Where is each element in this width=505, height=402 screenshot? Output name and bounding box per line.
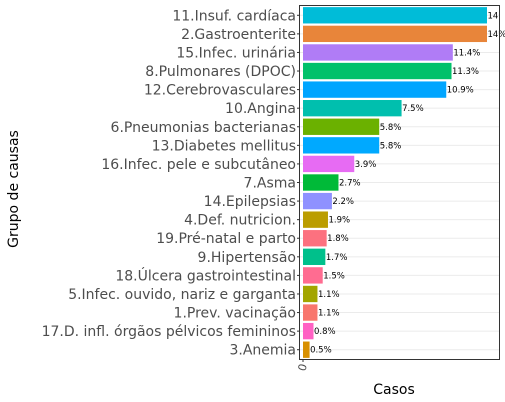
data-label: 10.9%	[447, 86, 474, 96]
category-label: 12.Cerebrovasculares	[144, 83, 296, 99]
y-axis-title: Grupo de causas	[6, 130, 22, 248]
bars	[303, 7, 487, 358]
data-label: 7.5%	[402, 104, 424, 114]
bar	[303, 44, 453, 61]
data-label: 1.9%	[328, 216, 350, 226]
bar	[303, 230, 327, 247]
x-axis-ticks: 0	[296, 14, 310, 373]
data-label: 14	[488, 11, 499, 21]
category-label: 7.Asma	[244, 176, 296, 192]
data-labels: 1414%11.4%11.3%10.9%7.5%5.8%5.8%3.9%2.7%…	[310, 11, 505, 355]
bar	[303, 174, 339, 191]
bar	[303, 267, 323, 284]
data-label: 1.5%	[323, 271, 345, 281]
bar	[303, 285, 318, 303]
category-label: 3.Anemia	[229, 343, 296, 359]
data-label: 5.8%	[380, 123, 402, 133]
data-label: 1.1%	[318, 290, 340, 300]
data-label: 2.2%	[332, 197, 354, 207]
bar	[303, 248, 326, 265]
category-label: 9.Hipertensão	[198, 250, 296, 266]
category-label: 13.Diabetes mellitus	[152, 138, 296, 154]
data-label: 3.9%	[355, 160, 377, 170]
category-label: 1.Prev. vacinação	[174, 306, 296, 322]
category-label: 6.Pneumonias bacterianas	[111, 120, 296, 136]
bar	[303, 155, 355, 173]
data-label: 2.7%	[339, 179, 361, 189]
bar	[303, 304, 318, 321]
bar	[303, 118, 380, 135]
x-tick-label: 0	[296, 362, 310, 372]
data-label: 1.1%	[318, 309, 340, 319]
category-label: 4.Def. nutricion.	[184, 213, 296, 229]
category-label: 17.D. infl. órgãos pélvicos femininos	[42, 324, 296, 340]
category-labels: 11.Insuf. cardíaca 2.Gastroenterite 15.Inf…	[42, 8, 296, 358]
bar	[303, 211, 328, 228]
data-label: 11.3%	[452, 67, 479, 77]
data-label: 5.8%	[380, 141, 402, 151]
bar	[303, 192, 332, 210]
data-label: 1.8%	[327, 234, 349, 244]
data-label: 1.7%	[326, 253, 348, 263]
bar	[303, 341, 310, 358]
data-label: 0.8%	[314, 327, 336, 337]
bar	[303, 7, 487, 24]
category-label: 19.Pré-natal e parto	[156, 231, 296, 247]
category-label: 5.Infec. ouvido, nariz e garganta	[68, 287, 296, 303]
category-label: 14.Epilepsias	[204, 194, 296, 210]
category-label: 16.Infec. pele e subcutâneo	[101, 157, 296, 173]
category-label: 8.Pulmonares (DPOC)	[145, 64, 296, 80]
bar	[303, 62, 452, 80]
x-axis-title: Casos	[373, 382, 415, 398]
data-label: 14%	[488, 30, 505, 40]
bar	[303, 100, 402, 117]
bar	[303, 137, 380, 154]
data-label: 0.5%	[310, 346, 332, 356]
bar	[303, 25, 487, 43]
category-label: 15.Infec. urinária	[176, 45, 296, 61]
category-label: 10.Angina	[225, 101, 296, 117]
category-label: 11.Insuf. cardíaca	[172, 8, 296, 24]
data-label: 11.4%	[453, 48, 480, 58]
category-label: 2.Gastroenterite	[181, 27, 296, 43]
bar	[303, 322, 314, 340]
category-label: 18.Úlcera gastrointestinal	[115, 266, 296, 284]
bar	[303, 81, 447, 98]
